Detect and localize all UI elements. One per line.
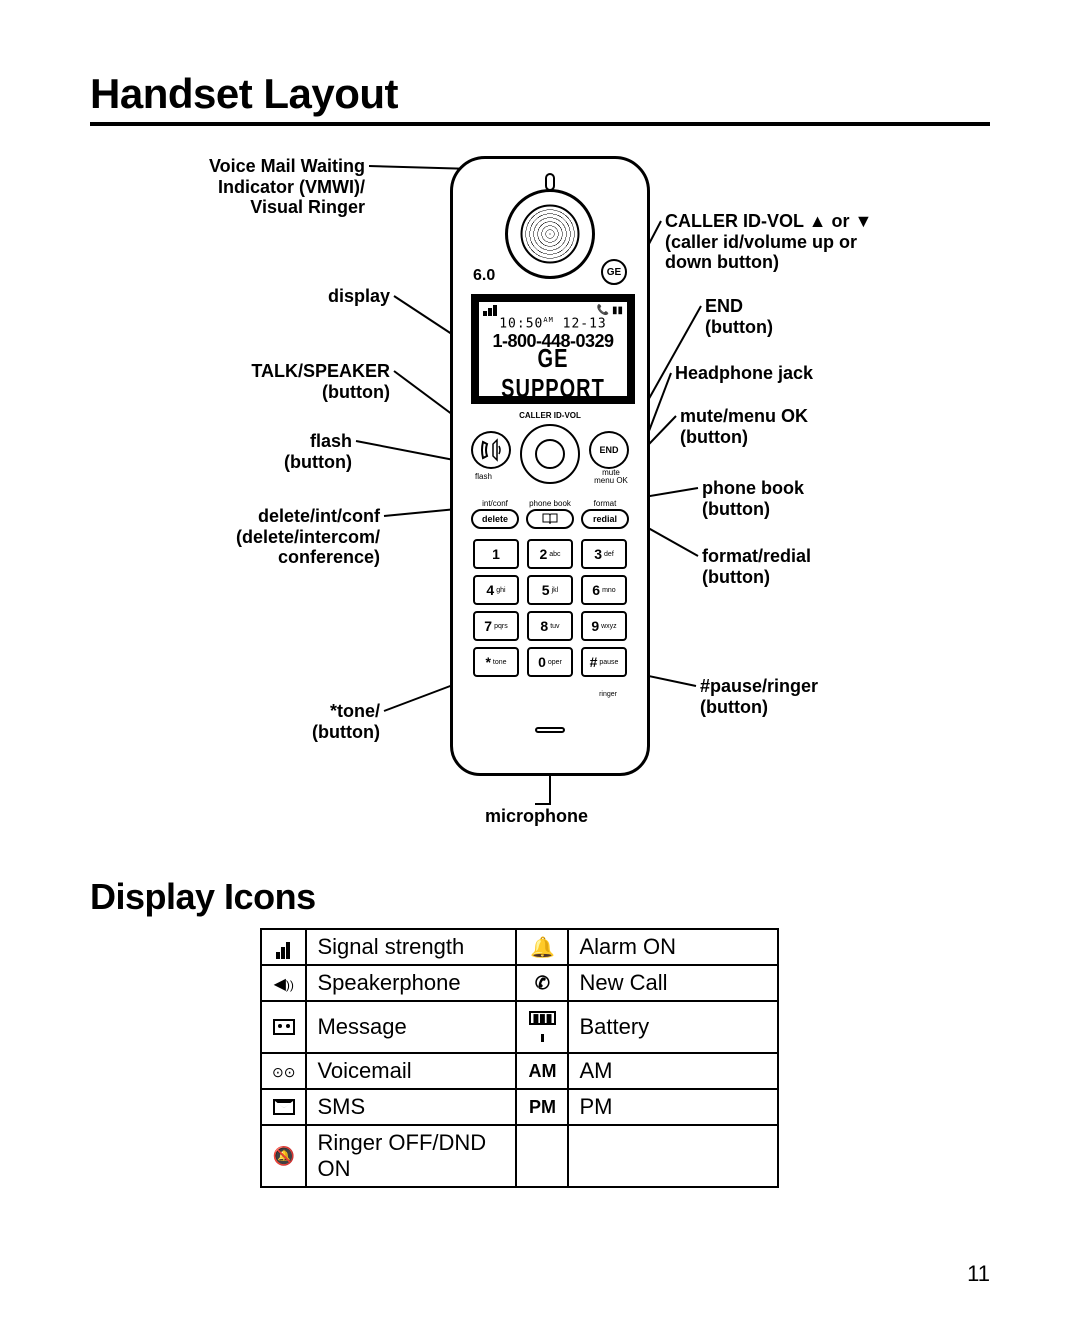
- softkey-row: delete redial: [471, 509, 629, 529]
- icon-cell: [261, 929, 306, 965]
- lcd-ampm: AM: [543, 316, 553, 324]
- keypad-key-1: 1: [473, 539, 519, 569]
- redial-softkey: redial: [581, 509, 629, 529]
- handset-diagram: 6.0 GE 📞 ▮▮ 10:50AM 12-13 1-800-448-0329…: [90, 146, 990, 846]
- ringer-sublabel: ringer: [599, 691, 617, 698]
- flash-sublabel: flash: [475, 472, 492, 481]
- signal-icon: [483, 305, 498, 316]
- keypad-key-8: 8tuv: [527, 611, 573, 641]
- icon-label: Signal strength: [306, 929, 516, 965]
- callout-end: END(button): [705, 296, 773, 337]
- callout-muteok: mute/menu OK(button): [680, 406, 808, 447]
- page-title: Handset Layout: [90, 70, 990, 118]
- display-icons-table: Signal strength🔔Alarm ON◀))Speakerphone✆…: [260, 928, 779, 1188]
- icon-cell: [261, 1089, 306, 1125]
- icon-label: SMS: [306, 1089, 516, 1125]
- icon-cell: PM: [516, 1089, 568, 1125]
- icon-cell: [516, 1125, 568, 1187]
- ge-logo: GE: [601, 259, 627, 285]
- callout-hpjack: Headphone jack: [675, 363, 813, 384]
- delete-softkey: delete: [471, 509, 519, 529]
- callout-mic: microphone: [485, 806, 588, 827]
- icon-label: Battery: [568, 1001, 778, 1053]
- lcd-name: GE SUPPORT: [483, 345, 623, 405]
- icon-label: Speakerphone: [306, 965, 516, 1001]
- phonebook-softkey: [526, 509, 574, 529]
- icon-cell: [261, 1001, 306, 1053]
- lcd-time: 10:50: [499, 316, 543, 331]
- callout-pbook: phone book(button): [702, 478, 804, 519]
- icon-table-row: SMSPMPM: [261, 1089, 778, 1125]
- keypad-key-6: 6mno: [581, 575, 627, 605]
- icon-cell: 🔔: [516, 929, 568, 965]
- icon-label: PM: [568, 1089, 778, 1125]
- icon-cell: ✆: [516, 965, 568, 1001]
- icon-cell: 🔕: [261, 1125, 306, 1187]
- phonebook-sublabel: phone book: [525, 499, 575, 508]
- keypad-key-5: 5jkl: [527, 575, 573, 605]
- keypad-key-2: 2abc: [527, 539, 573, 569]
- earpiece: [505, 189, 595, 279]
- keypad-key-4: 4ghi: [473, 575, 519, 605]
- icon-table-row: ⊙⊙VoicemailAMAM: [261, 1053, 778, 1089]
- icon-cell: ◀)): [261, 965, 306, 1001]
- keypad: 1 2abc 3def 4ghi 5jkl 6mno 7pqrs 8tuv 9wxyz *tone…: [473, 539, 627, 677]
- icon-table-row: ◀))Speakerphone✆New Call: [261, 965, 778, 1001]
- icon-table-row: 🔕Ringer OFF/DND ON: [261, 1125, 778, 1187]
- callout-flash: flash(button): [284, 431, 352, 472]
- title-rule: [90, 122, 990, 126]
- callout-vmwi: Voice Mail WaitingIndicator (VMWI)/Visua…: [209, 156, 365, 218]
- microphone-slot: [535, 727, 565, 733]
- lcd-display: 📞 ▮▮ 10:50AM 12-13 1-800-448-0329 GE SUP…: [471, 294, 635, 404]
- icon-label: AM: [568, 1053, 778, 1089]
- lcd-date: 12-13: [563, 316, 607, 331]
- callout-pause: #pause/ringer(button): [700, 676, 818, 717]
- icon-cell: ▮▮▮: [516, 1001, 568, 1053]
- caller-id-vol-label: CALLER ID-VOL: [519, 411, 581, 420]
- intconf-sublabel: int/conf: [475, 499, 515, 508]
- callout-display: display: [328, 286, 390, 307]
- icon-cell: AM: [516, 1053, 568, 1089]
- callout-cidvol: CALLER ID-VOL ▲ or ▼(caller id/volume up…: [665, 211, 872, 273]
- callout-talk: TALK/SPEAKER(button): [251, 361, 390, 402]
- keypad-key-3: 3def: [581, 539, 627, 569]
- icon-table-row: Signal strength🔔Alarm ON: [261, 929, 778, 965]
- icon-label: Alarm ON: [568, 929, 778, 965]
- icon-label: New Call: [568, 965, 778, 1001]
- icon-label: Ringer OFF/DND ON: [306, 1125, 516, 1187]
- keypad-key-7: 7pqrs: [473, 611, 519, 641]
- mute-sublabel: mute menu OK: [591, 469, 631, 485]
- callout-fredial: format/redial(button): [702, 546, 811, 587]
- format-sublabel: format: [585, 499, 625, 508]
- callout-delconf: delete/int/conf(delete/intercom/conferen…: [236, 506, 380, 568]
- talk-speaker-button: [471, 431, 511, 469]
- battery-icon: 📞 ▮▮: [597, 305, 623, 316]
- icon-label: Message: [306, 1001, 516, 1053]
- keypad-key-0: 0oper: [527, 647, 573, 677]
- callout-tone: *tone/(button): [312, 701, 380, 742]
- keypad-key-9: 9wxyz: [581, 611, 627, 641]
- dect-logo: 6.0: [473, 267, 495, 285]
- keypad-key-*: *tone: [473, 647, 519, 677]
- icon-label: Voicemail: [306, 1053, 516, 1089]
- display-icons-heading: Display Icons: [90, 876, 990, 918]
- icon-cell: ⊙⊙: [261, 1053, 306, 1089]
- keypad-key-#: #pause: [581, 647, 627, 677]
- icon-label: [568, 1125, 778, 1187]
- icon-table-row: Message▮▮▮Battery: [261, 1001, 778, 1053]
- page-number: 11: [967, 1261, 990, 1287]
- end-button: END: [589, 431, 629, 469]
- handset-body: 6.0 GE 📞 ▮▮ 10:50AM 12-13 1-800-448-0329…: [450, 156, 650, 776]
- nav-ring: [520, 424, 580, 484]
